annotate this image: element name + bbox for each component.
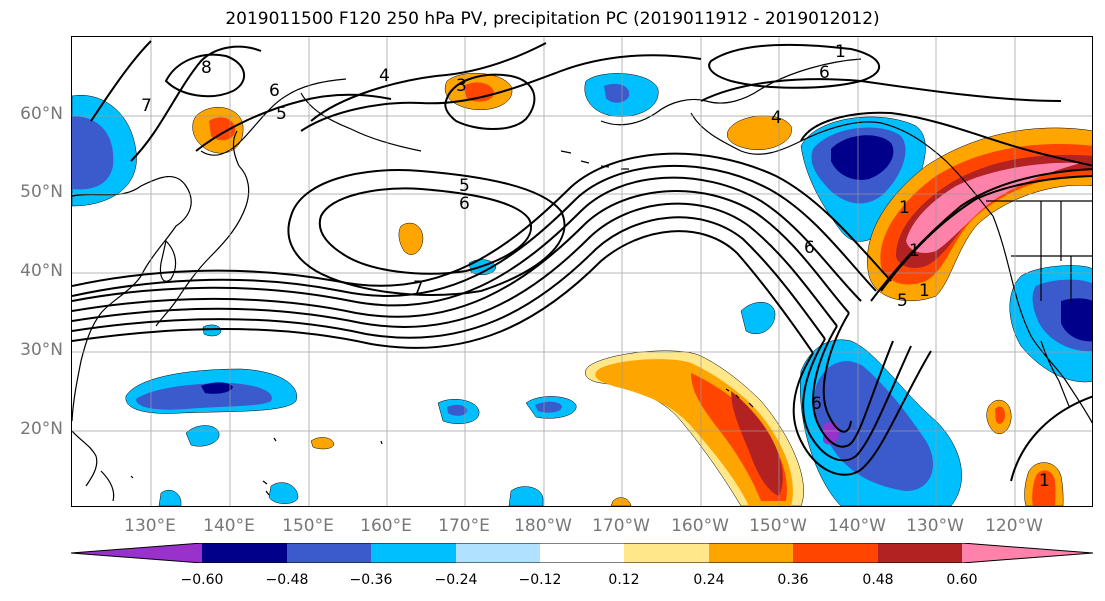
lon-label-130e: 130°E — [124, 516, 176, 536]
lat-label-50n: 50°N — [20, 182, 63, 202]
colorbar-tick: 0.36 — [777, 572, 809, 588]
colorbar-tick: −0.60 — [180, 572, 224, 588]
colorbar-tick: −0.24 — [434, 572, 478, 588]
lon-label-180w: 180°W — [514, 516, 572, 536]
neg-cell-4 — [268, 482, 299, 504]
lat-label-40n: 40°N — [20, 261, 63, 281]
colorbar-segment — [456, 543, 540, 563]
colorbar-tick: 0.12 — [608, 572, 640, 588]
lon-label-130w: 130°W — [906, 516, 964, 536]
contour-label: 7 — [141, 96, 152, 116]
colorbar-tick: −0.12 — [518, 572, 562, 588]
pv-contours — [72, 40, 1092, 482]
neg-cell-7 — [740, 302, 776, 335]
contour-label: 4 — [771, 108, 782, 128]
colorbar-segment — [878, 543, 962, 563]
contour-label: 1 — [1039, 471, 1050, 491]
lat-label-30n: 30°N — [20, 340, 63, 360]
precipitation-shading — [72, 72, 1092, 506]
contour-label: 6 — [269, 81, 280, 101]
lon-label-120w: 120°W — [985, 516, 1043, 536]
contour-label: 8 — [201, 58, 212, 78]
lat-label-60n: 60°N — [20, 104, 63, 124]
colorbar-tick: 0.48 — [862, 572, 894, 588]
contour-label: 6 — [819, 63, 830, 83]
lon-label-140e: 140°E — [203, 516, 255, 536]
contour-label: 5 — [276, 104, 287, 124]
pos-cell-5 — [610, 497, 632, 506]
contour-label: 6 — [811, 394, 822, 414]
pos-anomaly-gulf — [727, 115, 792, 151]
map-title: 2019011500 F120 250 hPa PV, precipitatio… — [225, 9, 880, 29]
contour-label: 3 — [456, 76, 467, 96]
lat-label-20n: 20°N — [20, 419, 63, 439]
contour-label: 5 — [897, 291, 908, 311]
contour-label: 4 — [379, 66, 390, 86]
pos-cell-1 — [398, 222, 424, 255]
contour-label: 6 — [804, 238, 815, 258]
neg-cell-9 — [202, 324, 222, 337]
colorbar — [71, 543, 1093, 563]
lon-label-140w: 140°W — [828, 516, 886, 536]
contour-label: 6 — [459, 194, 470, 214]
lon-label-170e: 170°E — [438, 516, 490, 536]
neg-cell-5 — [508, 486, 544, 506]
contour-label: 1 — [899, 198, 910, 218]
colorbar-segment — [71, 543, 202, 563]
contour-label: 1 — [909, 241, 920, 261]
colorbar-segment — [624, 543, 709, 563]
lon-label-160e: 160°E — [360, 516, 412, 536]
neg-cell-1 — [185, 425, 220, 447]
colorbar-tick: 0.24 — [693, 572, 725, 588]
lon-label-150w: 150°W — [749, 516, 807, 536]
colorbar-tick: −0.48 — [265, 572, 309, 588]
colorbar-segment — [371, 543, 456, 563]
colorbar-segment — [962, 543, 1093, 563]
colorbar-segment — [793, 543, 878, 563]
contour-label: 1 — [919, 281, 930, 301]
map-canvas: 8 7 6 5 4 3 1 6 5 6 7 4 6 6 5 1 1 1 1 — [72, 37, 1092, 506]
contour-label: 5 — [459, 176, 470, 196]
pos-cell-4 — [310, 437, 335, 450]
colorbar-segment — [287, 543, 371, 563]
colorbar-tick: −0.36 — [349, 572, 393, 588]
lon-label-170w: 170°W — [592, 516, 650, 536]
colorbar-segment — [540, 543, 624, 563]
map-panel: 8 7 6 5 4 3 1 6 5 6 7 4 6 6 5 1 1 1 1 — [71, 36, 1093, 507]
coastlines — [72, 58, 1092, 502]
lon-label-150e: 150°E — [282, 516, 334, 536]
colorbar-segment — [202, 543, 287, 563]
contour-label: 1 — [835, 42, 846, 62]
colorbar-segment — [709, 543, 793, 563]
lon-label-160w: 160°W — [671, 516, 729, 536]
colorbar-tick: 0.60 — [946, 572, 978, 588]
contour-label: 7 — [413, 278, 424, 298]
neg-cell-6 — [158, 490, 182, 506]
